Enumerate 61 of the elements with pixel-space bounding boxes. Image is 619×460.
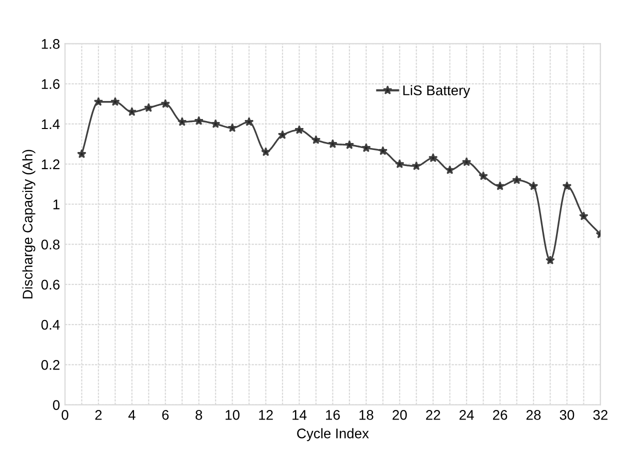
- x-tick-label: 6: [162, 410, 169, 420]
- point: [110, 97, 120, 106]
- y-tick-label: 0: [52, 400, 60, 410]
- x-axis-title: Cycle Index: [297, 428, 369, 442]
- point: [445, 165, 454, 174]
- point: [294, 125, 304, 134]
- point: [328, 139, 338, 148]
- x-tick-label: 18: [360, 410, 374, 420]
- point: [127, 107, 137, 116]
- y-axis-title: Discharge Capacity (Ah): [22, 150, 36, 298]
- point: [462, 157, 472, 166]
- y-tick-label: 1: [53, 200, 60, 210]
- point: [344, 140, 354, 150]
- point: [378, 146, 388, 156]
- x-tick-label: 30: [560, 410, 574, 420]
- legend-label: LiS Battery: [403, 85, 470, 98]
- point: [495, 181, 505, 190]
- x-tick-label: 24: [460, 410, 474, 420]
- y-tick-label: 1.8: [42, 39, 60, 49]
- x-tick-label: 12: [259, 410, 273, 420]
- x-tick-label: 0: [62, 410, 68, 420]
- x-tick-label: 10: [226, 410, 240, 420]
- point: [562, 181, 572, 190]
- y-tick-label: 0.6: [41, 280, 60, 290]
- point: [394, 159, 404, 168]
- x-tick-label: 2: [95, 410, 102, 420]
- x-tick-label: 14: [292, 410, 307, 420]
- x-tick-label: 26: [493, 410, 508, 420]
- x-tick-label: 28: [526, 410, 541, 420]
- point: [194, 116, 204, 125]
- point: [311, 135, 321, 144]
- x-tick-label: 8: [196, 410, 202, 420]
- point: [362, 143, 371, 152]
- point: [160, 99, 170, 108]
- y-tick-label: 1.6: [42, 79, 60, 89]
- point: [144, 103, 154, 112]
- point: [210, 119, 220, 128]
- point: [228, 123, 237, 132]
- point: [528, 181, 538, 190]
- point: [261, 147, 270, 156]
- point: [412, 161, 422, 170]
- x-tick-label: 16: [326, 410, 340, 420]
- point: [77, 149, 86, 158]
- point: [546, 256, 555, 264]
- y-tick-label: 0.8: [41, 240, 60, 250]
- point: [94, 97, 104, 106]
- x-tick-label: 22: [426, 410, 440, 420]
- point: [512, 175, 522, 184]
- point: [478, 171, 488, 180]
- y-tick-label: 0.2: [41, 360, 60, 370]
- y-tick-label: 0.4: [41, 320, 60, 330]
- point: [428, 153, 438, 162]
- y-tick-label: 1.2: [42, 159, 60, 170]
- point: [579, 211, 588, 220]
- x-tick-label: 20: [392, 410, 407, 420]
- x-tick-label: 4: [128, 410, 136, 420]
- point: [177, 117, 187, 126]
- y-tick-label: 1.4: [42, 119, 60, 129]
- point: [244, 117, 254, 126]
- x-tick-label: 32: [593, 410, 608, 420]
- point: [278, 130, 288, 140]
